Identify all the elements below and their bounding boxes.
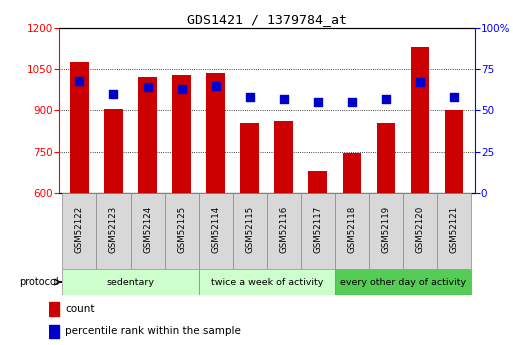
Text: GSM52115: GSM52115 bbox=[245, 206, 254, 253]
Bar bbox=[377, 123, 396, 345]
Bar bbox=[343, 153, 361, 345]
Bar bbox=[172, 75, 191, 345]
Bar bbox=[130, 193, 165, 269]
Bar bbox=[49, 325, 59, 338]
Text: count: count bbox=[65, 304, 95, 314]
Bar bbox=[165, 193, 199, 269]
Bar bbox=[267, 193, 301, 269]
Bar bbox=[369, 193, 403, 269]
Text: every other day of activity: every other day of activity bbox=[340, 277, 466, 287]
Bar bbox=[96, 193, 130, 269]
Bar bbox=[233, 193, 267, 269]
Point bbox=[177, 86, 186, 92]
Text: GSM52114: GSM52114 bbox=[211, 206, 220, 253]
Bar bbox=[104, 109, 123, 345]
Point bbox=[280, 96, 288, 101]
Bar bbox=[403, 193, 437, 269]
Text: protocol: protocol bbox=[18, 277, 58, 287]
Bar bbox=[138, 77, 157, 345]
Text: GSM52123: GSM52123 bbox=[109, 206, 118, 253]
Text: GSM52117: GSM52117 bbox=[313, 206, 322, 253]
Point bbox=[144, 85, 152, 90]
Text: GSM52116: GSM52116 bbox=[279, 206, 288, 253]
Text: GSM52122: GSM52122 bbox=[75, 206, 84, 253]
Point bbox=[382, 96, 390, 101]
Point bbox=[75, 78, 84, 83]
Bar bbox=[206, 73, 225, 345]
Point bbox=[314, 99, 322, 105]
Bar bbox=[63, 193, 96, 269]
Text: GSM52119: GSM52119 bbox=[382, 206, 390, 253]
Bar bbox=[274, 121, 293, 345]
Bar bbox=[199, 193, 233, 269]
Text: twice a week of activity: twice a week of activity bbox=[210, 277, 323, 287]
Bar bbox=[199, 269, 335, 295]
Text: GSM52120: GSM52120 bbox=[416, 206, 425, 253]
Point bbox=[348, 99, 356, 105]
Point bbox=[211, 83, 220, 88]
Bar bbox=[445, 110, 463, 345]
Point bbox=[450, 95, 458, 100]
Bar bbox=[301, 193, 335, 269]
Point bbox=[109, 91, 117, 97]
Bar bbox=[335, 193, 369, 269]
Text: GSM52121: GSM52121 bbox=[449, 206, 459, 253]
Point bbox=[246, 95, 254, 100]
Bar bbox=[335, 269, 471, 295]
Text: GSM52118: GSM52118 bbox=[347, 206, 357, 253]
Text: percentile rank within the sample: percentile rank within the sample bbox=[65, 326, 241, 336]
Text: sedentary: sedentary bbox=[107, 277, 154, 287]
Bar bbox=[241, 123, 259, 345]
Bar bbox=[411, 47, 429, 345]
Bar bbox=[308, 171, 327, 345]
Title: GDS1421 / 1379784_at: GDS1421 / 1379784_at bbox=[187, 13, 347, 27]
Bar bbox=[49, 302, 59, 316]
Point bbox=[416, 79, 424, 85]
Bar bbox=[70, 62, 89, 345]
Text: GSM52125: GSM52125 bbox=[177, 206, 186, 253]
Text: GSM52124: GSM52124 bbox=[143, 206, 152, 253]
Bar bbox=[63, 269, 199, 295]
Bar bbox=[437, 193, 471, 269]
